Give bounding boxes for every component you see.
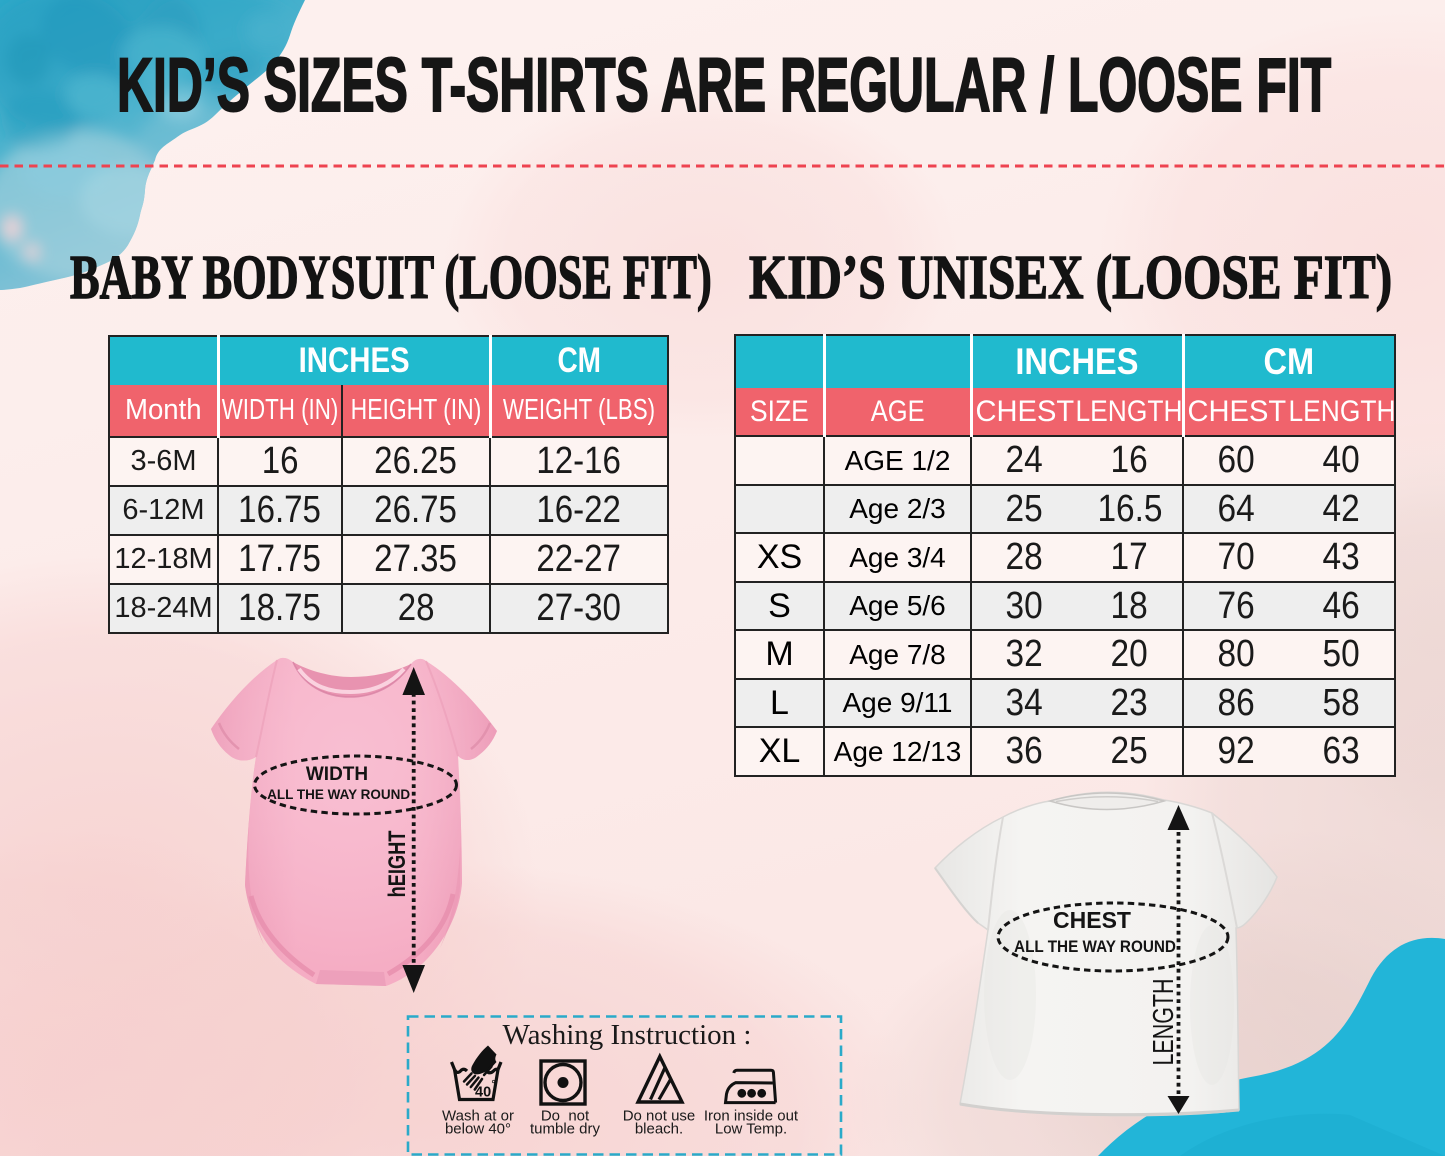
svg-text:Low Temp.: Low Temp. (715, 1121, 787, 1138)
svg-text:ALL THE WAY ROUND: ALL THE WAY ROUND (1014, 937, 1176, 956)
svg-text:40: 40 (475, 1085, 491, 1101)
svg-text:tumble dry: tumble dry (530, 1121, 601, 1138)
svg-text:LENGTH: LENGTH (1148, 978, 1180, 1065)
svg-text:hEIGHT: hEIGHT (384, 831, 411, 898)
svg-text:below 40°: below 40° (445, 1121, 511, 1138)
svg-text:bleach.: bleach. (635, 1121, 683, 1138)
svg-text:WIDTH: WIDTH (306, 764, 368, 785)
svg-text:ALL THE WAY ROUND: ALL THE WAY ROUND (267, 787, 410, 802)
svg-text:Do not: Do not (541, 1108, 590, 1125)
svg-text:Wash at or: Wash at or (442, 1108, 514, 1125)
svg-text:CHEST: CHEST (1053, 907, 1131, 933)
svg-text:Washing Instruction :: Washing Instruction : (503, 1019, 752, 1051)
svg-text:Iron inside out: Iron inside out (704, 1108, 799, 1125)
svg-text:Do not use: Do not use (623, 1108, 696, 1125)
svg-text:°: ° (492, 1079, 496, 1090)
